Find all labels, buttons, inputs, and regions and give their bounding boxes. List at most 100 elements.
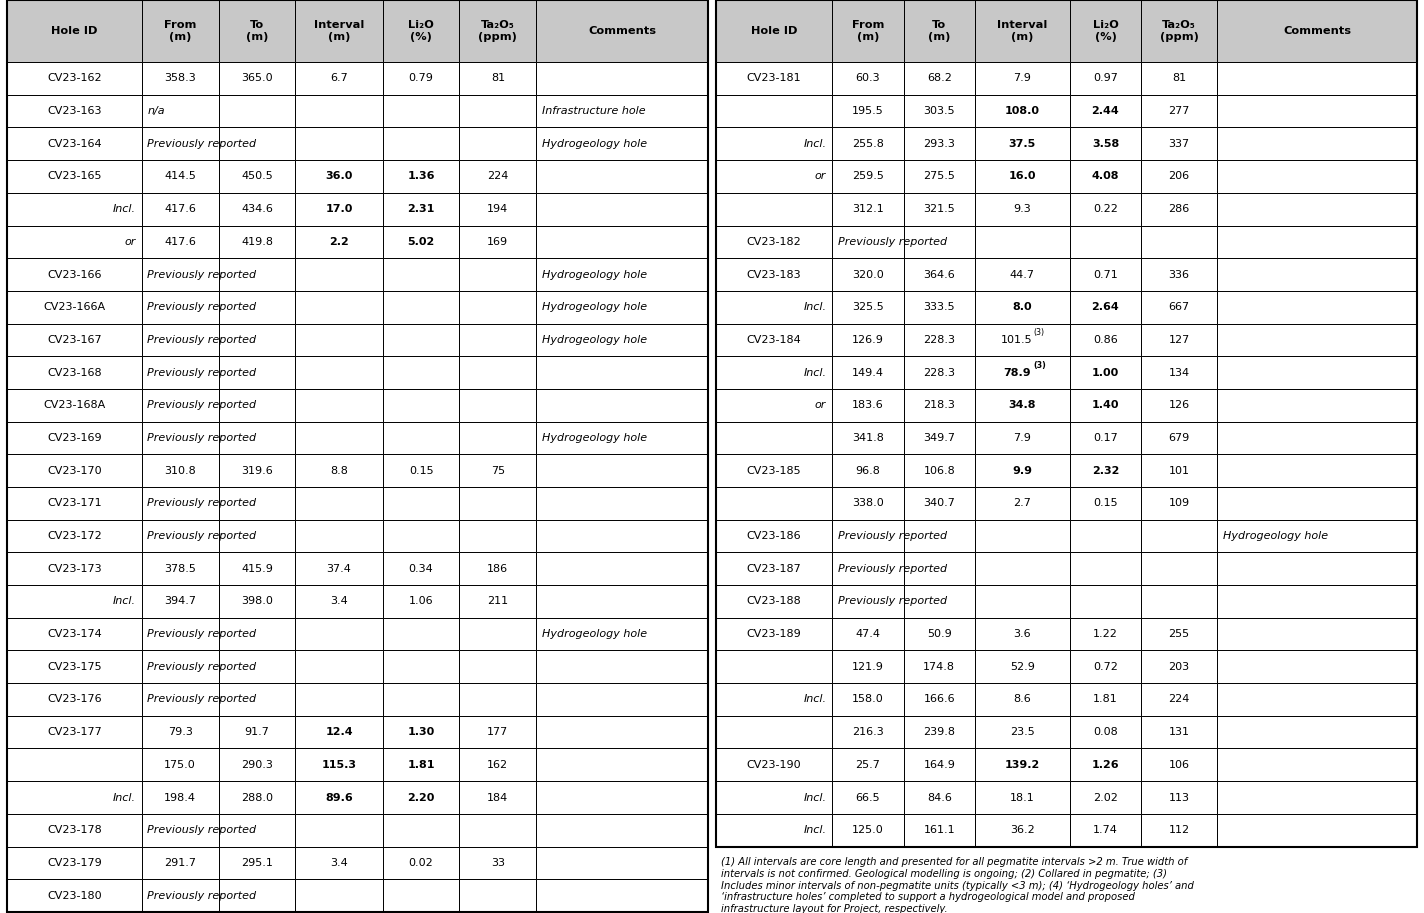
- Bar: [7, 879, 142, 912]
- Bar: [716, 552, 832, 585]
- Bar: [383, 291, 460, 323]
- Text: 341.8: 341.8: [852, 433, 884, 443]
- Bar: [1218, 749, 1417, 782]
- Bar: [1141, 813, 1218, 846]
- Bar: [903, 618, 975, 650]
- Text: 224: 224: [487, 172, 508, 182]
- Bar: [975, 683, 1069, 716]
- Text: 224: 224: [1169, 695, 1190, 705]
- Bar: [1069, 487, 1141, 519]
- Text: 164.9: 164.9: [923, 760, 956, 770]
- Bar: [460, 291, 537, 323]
- Bar: [903, 650, 975, 683]
- Text: 81: 81: [491, 73, 506, 83]
- Bar: [903, 258, 975, 291]
- Text: CV23-187: CV23-187: [746, 563, 802, 573]
- Text: 84.6: 84.6: [927, 792, 951, 803]
- Bar: [975, 455, 1069, 487]
- Text: CV23-173: CV23-173: [47, 563, 101, 573]
- Bar: [1069, 389, 1141, 422]
- Bar: [383, 389, 460, 422]
- Text: 259.5: 259.5: [852, 172, 884, 182]
- Bar: [460, 585, 537, 618]
- Text: Hydrogeology hole: Hydrogeology hole: [1223, 531, 1327, 541]
- Bar: [1069, 323, 1141, 356]
- Text: From
(m): From (m): [164, 20, 197, 42]
- Bar: [218, 258, 295, 291]
- Bar: [7, 782, 142, 813]
- Bar: [7, 128, 142, 160]
- Text: 9.9: 9.9: [1012, 466, 1032, 476]
- Bar: [142, 519, 218, 552]
- Text: 37.5: 37.5: [1008, 139, 1037, 149]
- Text: CV23-180: CV23-180: [47, 890, 101, 900]
- Bar: [142, 585, 218, 618]
- Text: 336: 336: [1169, 269, 1189, 279]
- Bar: [537, 258, 708, 291]
- Bar: [295, 193, 383, 226]
- Bar: [7, 323, 142, 356]
- Bar: [1069, 618, 1141, 650]
- Bar: [1218, 323, 1417, 356]
- Bar: [142, 749, 218, 782]
- Bar: [1069, 258, 1141, 291]
- Bar: [716, 487, 832, 519]
- Bar: [383, 683, 460, 716]
- Text: 2.7: 2.7: [1014, 498, 1031, 509]
- Bar: [832, 683, 903, 716]
- Bar: [975, 585, 1069, 618]
- Bar: [7, 193, 142, 226]
- Bar: [537, 846, 708, 879]
- Bar: [537, 226, 708, 258]
- Bar: [903, 813, 975, 846]
- Bar: [975, 650, 1069, 683]
- Bar: [7, 95, 142, 128]
- Text: 113: 113: [1169, 792, 1189, 803]
- Text: 288.0: 288.0: [241, 792, 273, 803]
- Bar: [975, 128, 1069, 160]
- Bar: [975, 749, 1069, 782]
- Bar: [295, 585, 383, 618]
- Text: 8.6: 8.6: [1014, 695, 1031, 705]
- Text: or: or: [125, 236, 137, 247]
- Bar: [142, 813, 218, 846]
- Bar: [460, 422, 537, 455]
- Bar: [383, 62, 460, 95]
- Text: 4.08: 4.08: [1092, 172, 1119, 182]
- Bar: [716, 585, 832, 618]
- Bar: [832, 618, 903, 650]
- Bar: [218, 193, 295, 226]
- Text: 417.6: 417.6: [164, 205, 197, 215]
- Bar: [716, 323, 832, 356]
- Bar: [295, 716, 383, 749]
- Text: CV23-164: CV23-164: [47, 139, 101, 149]
- Text: 126.9: 126.9: [852, 335, 884, 345]
- Bar: [218, 291, 295, 323]
- Text: 198.4: 198.4: [164, 792, 197, 803]
- Bar: [975, 813, 1069, 846]
- Bar: [7, 749, 142, 782]
- Text: 319.6: 319.6: [241, 466, 273, 476]
- Bar: [1218, 650, 1417, 683]
- Bar: [1141, 422, 1218, 455]
- Bar: [295, 683, 383, 716]
- Text: (3): (3): [1034, 328, 1045, 337]
- Bar: [537, 519, 708, 552]
- Bar: [295, 62, 383, 95]
- Bar: [383, 846, 460, 879]
- Text: 8.8: 8.8: [330, 466, 347, 476]
- Bar: [460, 356, 537, 389]
- Text: 5.02: 5.02: [407, 236, 434, 247]
- Text: 52.9: 52.9: [1010, 662, 1035, 672]
- Bar: [142, 716, 218, 749]
- Text: 414.5: 414.5: [164, 172, 197, 182]
- Bar: [1141, 552, 1218, 585]
- Bar: [537, 716, 708, 749]
- Text: 667: 667: [1169, 302, 1189, 312]
- Text: 79.3: 79.3: [168, 727, 192, 737]
- Bar: [383, 0, 460, 62]
- Text: (3): (3): [1032, 361, 1045, 370]
- Text: 364.6: 364.6: [923, 269, 956, 279]
- Bar: [460, 455, 537, 487]
- Bar: [537, 193, 708, 226]
